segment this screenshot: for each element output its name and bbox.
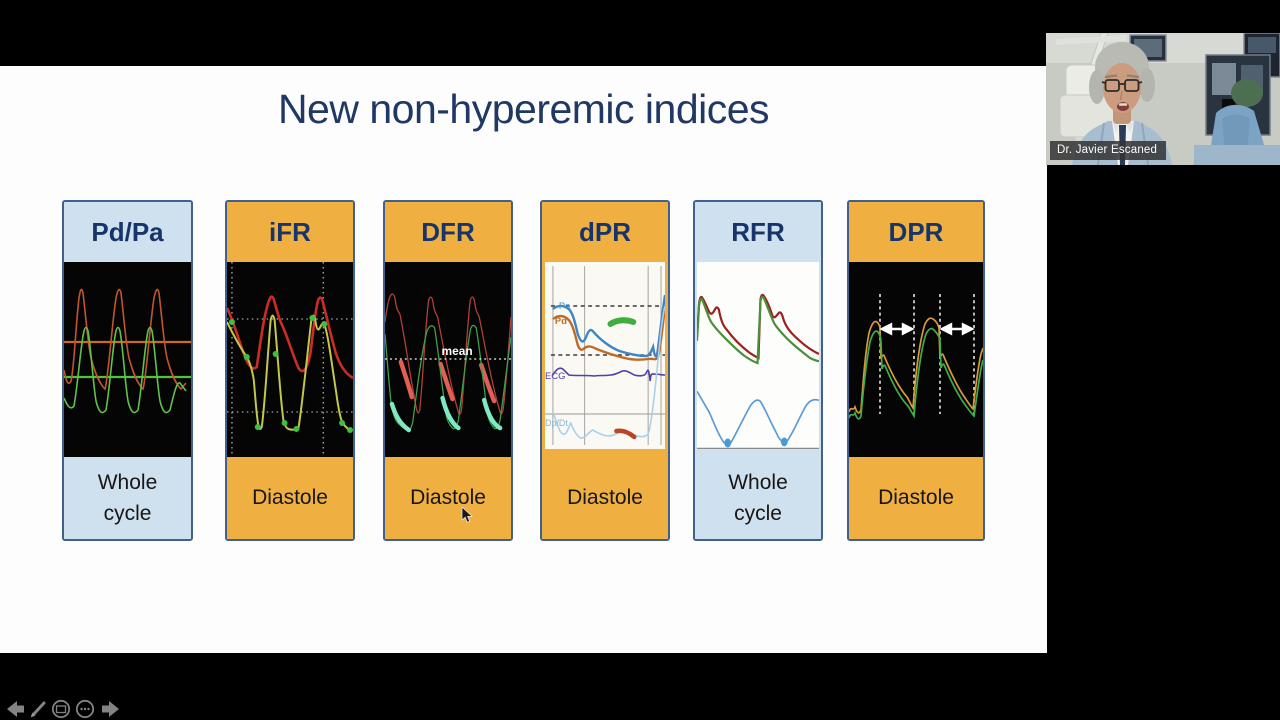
pdpa-footer-label: Whole cycle [97, 470, 158, 526]
pdpa-title: Pd/Pa [91, 216, 164, 247]
dpr-lower-chart: Pa Pd ECG Dp/Dt [542, 262, 668, 457]
dpr-upper-footer: Diastole [849, 457, 983, 539]
speaker-video-feed: Dr. Javier Escaned [1046, 33, 1280, 165]
next-slide-icon[interactable] [102, 701, 119, 717]
see-all-slides-icon[interactable] [51, 699, 71, 719]
slideshow-toolbar [4, 698, 122, 720]
pdpa-waveform-image [64, 262, 191, 457]
dfr-header: DFR [385, 202, 511, 262]
dpr-lower-footer: Diastole [542, 457, 668, 539]
rfr-waveform-image [697, 262, 819, 450]
index-card-dpr-lower: dPR [540, 200, 670, 541]
pdpa-chart [64, 262, 191, 457]
mouse-cursor [461, 506, 473, 525]
presentation-slide: New non-hyperemic indices Pd/Pa Whole cy… [0, 66, 1047, 719]
dpr-lower-chart-paper: Pa Pd ECG Dp/Dt [545, 262, 665, 449]
rfr-footer: Whole cycle [695, 457, 821, 539]
dfr-footer-label: Diastole [410, 486, 486, 510]
slide-title: New non-hyperemic indices [277, 86, 770, 132]
index-card-dfr: DFR mean Diastole [383, 200, 513, 541]
cathlab-scene [1046, 33, 1280, 165]
dpr-pa-trace-label: Pa [559, 301, 571, 312]
rfr-chart [695, 262, 821, 457]
index-card-ifr: iFR [225, 200, 355, 541]
dpr-upper-footer-label: Diastole [878, 486, 954, 510]
dpr-ecg-trace-label: ECG [545, 371, 565, 382]
dfr-mean-label: mean [442, 344, 473, 358]
dpr-upper-header: DPR [849, 202, 983, 262]
dpr-upper-title: DPR [888, 216, 944, 247]
pen-tip [30, 712, 36, 718]
dfr-waveform-image: mean [385, 262, 511, 457]
rfr-footer-label: Whole cycle [728, 470, 788, 526]
ifr-chart [227, 262, 353, 457]
speaker-name-tag: Dr. Javier Escaned [1050, 141, 1167, 160]
ifr-footer: Diastole [227, 457, 353, 539]
dfr-title: DFR [421, 216, 475, 247]
dfr-footer: Diastole [385, 457, 511, 539]
dpr-lower-footer-label: Diastole [567, 486, 643, 510]
dpr-lower-waveform-image: Pa Pd ECG Dp/Dt [545, 262, 665, 449]
pdpa-footer: Whole cycle [64, 457, 191, 539]
ifr-header: iFR [227, 202, 353, 262]
dpr-lower-title: dPR [579, 216, 631, 247]
dpr-lower-header: dPR [542, 202, 668, 262]
previous-slide-icon[interactable] [7, 701, 24, 717]
speaker-name: Dr. Javier Escaned [1057, 144, 1158, 156]
ifr-title: iFR [269, 216, 311, 247]
ifr-footer-label: Diastole [252, 486, 328, 510]
dpr-upper-waveform-image [849, 262, 983, 457]
dpr-dpdt-trace-label: Dp/Dt [545, 418, 568, 428]
pdpa-header: Pd/Pa [64, 202, 191, 262]
more-options-icon[interactable] [75, 699, 95, 719]
dfr-chart: mean [385, 262, 511, 457]
pen-tools-icon[interactable] [31, 701, 46, 717]
index-card-dpr-upper: DPR [847, 200, 985, 541]
ifr-waveform-image [227, 262, 353, 457]
index-card-rfr: RFR Whole cycle [693, 200, 823, 541]
dpr-pd-trace-label: Pd [555, 316, 567, 327]
rfr-title: RFR [731, 216, 785, 247]
rfr-chart-paper [697, 262, 819, 450]
rfr-header: RFR [695, 202, 821, 262]
dpr-upper-chart [849, 262, 983, 457]
index-card-pdpa: Pd/Pa Whole cycle [62, 200, 193, 541]
